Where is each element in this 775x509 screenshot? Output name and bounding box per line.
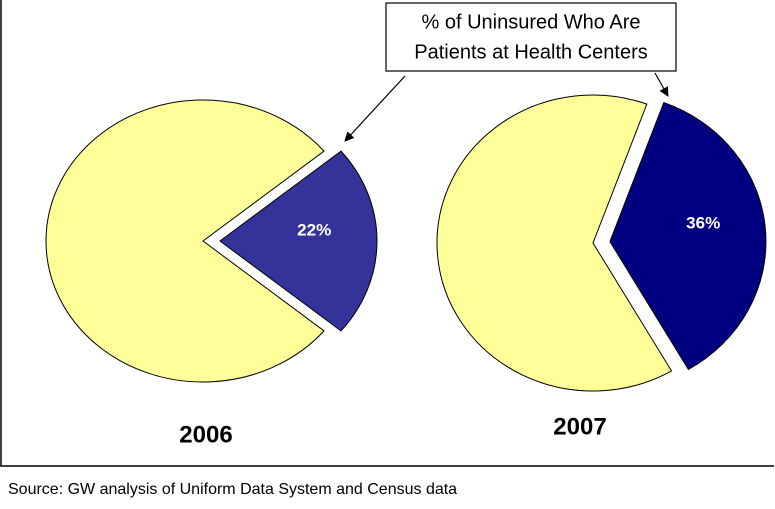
pie-title: 2007	[553, 413, 606, 440]
annotation-arrow	[654, 72, 669, 97]
pie-slice	[436, 94, 673, 392]
annotation-arrow	[344, 75, 406, 142]
pie-slice	[219, 150, 378, 332]
slice-label: 22%	[297, 220, 331, 239]
annotation-line: Patients at Health Centers	[414, 41, 647, 63]
annotation-line: % of Uninsured Who Are	[422, 11, 641, 33]
frame	[0, 0, 774, 467]
pie-title: 2006	[179, 421, 232, 448]
annotation-box	[385, 2, 677, 72]
slice-label: 36%	[686, 213, 720, 232]
source-note: Source: GW analysis of Uniform Data Syst…	[8, 481, 457, 498]
pie-slice	[609, 101, 767, 371]
pie-slice	[45, 99, 325, 383]
